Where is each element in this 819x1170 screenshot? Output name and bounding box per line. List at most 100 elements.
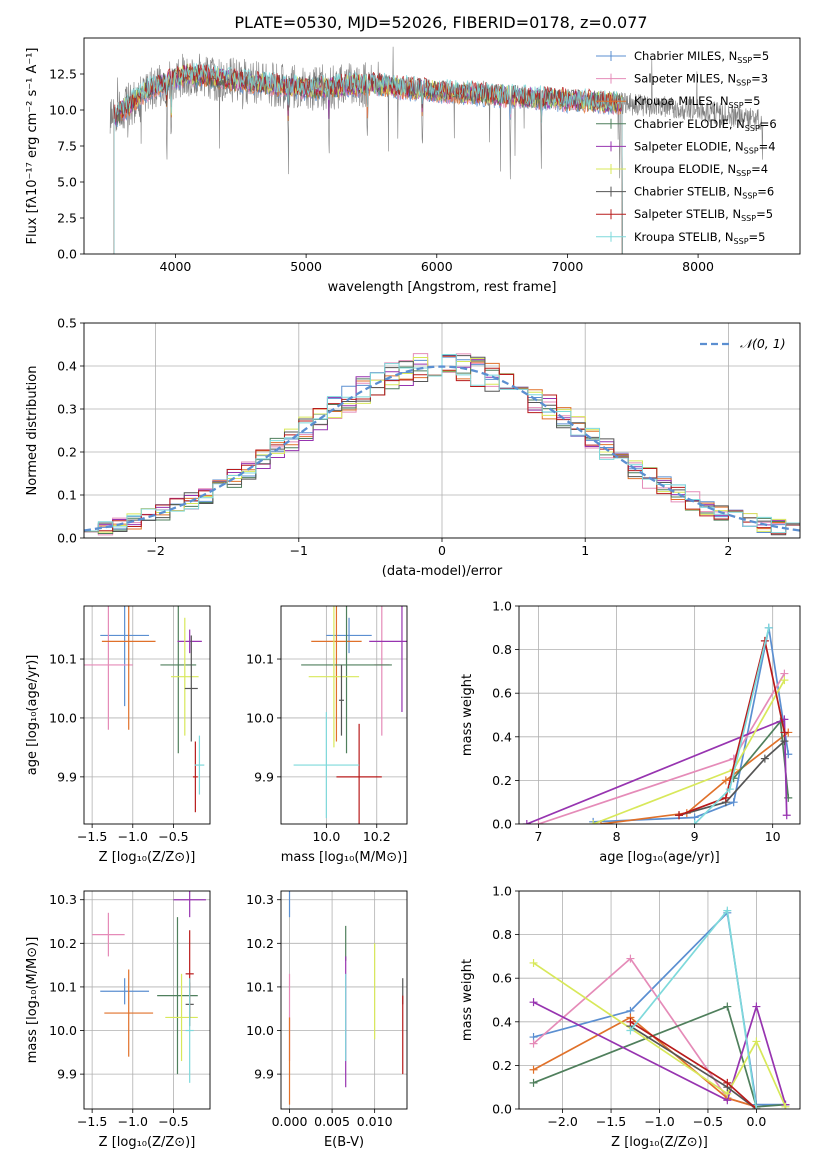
weight-series-line — [629, 908, 758, 1109]
axes-frame — [83, 322, 801, 539]
legend-label: Kroupa ELODIE, NSSP=4 — [634, 162, 768, 178]
y-tick-label: 0.0 — [492, 1102, 512, 1117]
errorbar-point — [101, 606, 156, 730]
legend-n: =6 — [757, 185, 774, 199]
x-tick-label: 10.0 — [312, 829, 340, 844]
legend-n: =4 — [751, 162, 768, 176]
legend-n: =5 — [756, 207, 773, 221]
axes-frame — [518, 890, 801, 1110]
errorbar-point — [84, 606, 133, 730]
axes-frame — [518, 605, 801, 825]
y-tick-label: 10.3 — [49, 892, 77, 907]
errorbar-point — [170, 617, 199, 736]
x-axis-label: Z [log₁₀(Z/Z⊙)] — [99, 850, 196, 865]
plot-area-mass-vs-EBV — [281, 891, 407, 1109]
x-tick-label: 7 — [535, 829, 543, 844]
legend-sub: SSP — [741, 214, 756, 223]
weight-point-marker — [760, 754, 769, 763]
legend-n: =4 — [759, 139, 776, 153]
errorbar-point — [326, 617, 372, 654]
x-tick-label: −0.5 — [158, 829, 188, 844]
x-tick-label: −1.0 — [118, 829, 148, 844]
x-tick-label: 7000 — [552, 259, 584, 274]
y-tick-label: 10.2 — [49, 936, 77, 951]
weight-point-marker — [529, 1078, 538, 1087]
x-axis-label: mass [log₁₀(M/M⊙)] — [281, 850, 408, 865]
y-tick-label: 9.9 — [254, 1067, 274, 1082]
x-tick-label: −0.5 — [158, 1114, 188, 1129]
weight-series-line — [533, 1016, 757, 1108]
y-tick-label: 0.8 — [492, 927, 512, 942]
weight-point-marker — [626, 1026, 635, 1035]
normal-curve — [84, 365, 800, 532]
legend-label: Chabrier STELIB, NSSP=6 — [634, 185, 774, 201]
y-tick-label: 0.8 — [492, 642, 512, 657]
x-tick-label: −1.0 — [644, 1114, 674, 1129]
y-axis-label: Flux [fλ10⁻¹⁷ erg cm⁻² s⁻¹ A⁻¹] — [25, 48, 40, 245]
model-spectrum-line — [113, 62, 623, 254]
ticks-age-vs-Z: −1.5 −1.0 −0.5 9.9 10.0 10.1 — [49, 652, 188, 844]
x-axis-label: (data-model)/error — [382, 564, 503, 579]
y-tick-label: 0.2 — [492, 1058, 512, 1073]
y-tick-label: 0.0 — [492, 817, 512, 832]
y-tick-label: 10.0 — [49, 103, 77, 118]
y-tick-label: 0.0 — [57, 247, 77, 262]
y-tick-label: 10.2 — [246, 936, 274, 951]
weight-point-marker — [729, 798, 738, 807]
legend-sub: SSP — [736, 169, 751, 178]
legend-sub: SSP — [736, 79, 751, 88]
y-tick-label: 10.0 — [246, 1023, 274, 1038]
x-tick-label: −1 — [290, 543, 308, 558]
weight-point-marker — [529, 1065, 538, 1074]
y-axis-label: mass weight — [460, 959, 475, 1041]
x-tick-label: 1 — [581, 543, 589, 558]
y-axis-label: age [log₁₀(age/yr)] — [25, 655, 40, 776]
y-tick-label: 10.0 — [246, 710, 274, 725]
y-tick-label: 12.5 — [49, 67, 77, 82]
errorbar-point — [104, 969, 154, 1057]
legend-sub: SSP — [737, 56, 752, 65]
errorbar-point — [100, 978, 150, 1005]
ticks-weight-vs-age: 7 8 9 10 0.0 0.2 0.4 0.6 0.8 1.0 — [492, 599, 781, 845]
y-axis-label: mass weight — [460, 674, 475, 756]
weight-point-marker — [782, 811, 791, 820]
errorbar-point — [293, 712, 360, 819]
legend-sub: SSP — [734, 237, 749, 246]
residual-legend: 𝒩(0, 1) — [700, 336, 786, 351]
x-tick-label: 0.010 — [357, 1114, 393, 1129]
x-tick-label: 9 — [691, 829, 699, 844]
axes-frame — [280, 605, 408, 825]
x-axis-label: E(B-V) — [324, 1135, 364, 1150]
y-tick-label: 10.1 — [49, 979, 77, 994]
ticks-residuals: −2 −1 0 1 2 0.0 0.1 0.2 0.3 0.4 0.5 — [57, 316, 732, 559]
y-tick-label: 0.4 — [492, 729, 512, 744]
y-tick-label: 2.5 — [57, 211, 77, 226]
errorbar-point — [184, 635, 198, 742]
y-tick-label: 10.1 — [49, 652, 77, 667]
weight-point-marker — [534, 820, 543, 824]
weight-point-marker — [764, 623, 773, 632]
y-tick-label: 9.9 — [254, 769, 274, 784]
y-tick-label: 9.9 — [57, 769, 77, 784]
y-tick-label: 10.1 — [246, 979, 274, 994]
y-tick-label: 1.0 — [492, 599, 512, 614]
y-tick-label: 0.3 — [57, 402, 77, 417]
x-tick-label: −0.5 — [693, 1114, 723, 1129]
x-axis-label: Z [log₁₀(Z/Z⊙)] — [611, 1135, 708, 1150]
ticks-mass-vs-EBV: 0.000 0.005 0.010 9.9 10.0 10.1 10.2 10.3 — [246, 892, 392, 1129]
axes-frame — [83, 37, 801, 255]
ticks-weight-vs-Z: −2.0 −1.5 −1.0 −0.5 0.0 0.0 0.2 0.4 0.6 0.8 1.0 — [492, 884, 766, 1130]
y-tick-label: 5.0 — [57, 175, 77, 190]
weight-point-marker — [721, 776, 730, 785]
errorbar-point — [192, 741, 198, 813]
weight-series-line — [533, 1001, 787, 1105]
y-axis-label: mass [log₁₀(M/M⊙)] — [25, 937, 40, 1064]
weight-point-marker — [723, 1002, 732, 1011]
weight-point-marker — [690, 820, 699, 824]
x-tick-label: 2 — [724, 543, 732, 558]
y-tick-label: 0.5 — [57, 316, 77, 331]
legend-sub: SSP — [744, 146, 759, 155]
errorbar-point — [177, 629, 202, 654]
weight-point-marker — [529, 998, 538, 1007]
chart-weight-vs-age: 7 8 9 10 0.0 0.2 0.4 0.6 0.8 1.0 age [log₁₀(age/yr… — [460, 599, 801, 865]
